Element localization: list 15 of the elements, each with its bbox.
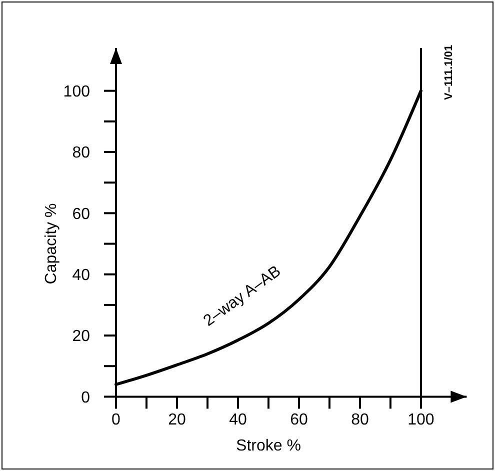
x-tick-label: 60 [290,412,308,429]
x-axis-title: Stroke % [236,438,301,455]
y-tick-label: 60 [72,206,90,223]
y-tick-label: 20 [72,328,90,346]
y-tick-label: 100 [63,83,90,100]
y-tick-label: 80 [72,144,90,162]
x-tick-label: 20 [168,412,186,429]
y-tick-label: 0 [81,389,90,406]
x-tick-label: 0 [112,412,121,429]
y-axis-title: Capacity % [43,203,60,284]
annotation: V–111.1/01 [443,44,455,100]
x-tick-label: 80 [351,412,369,429]
y-tick-label: 40 [72,266,90,284]
x-tick-label: 100 [408,412,434,429]
x-tick-label: 40 [229,412,247,429]
